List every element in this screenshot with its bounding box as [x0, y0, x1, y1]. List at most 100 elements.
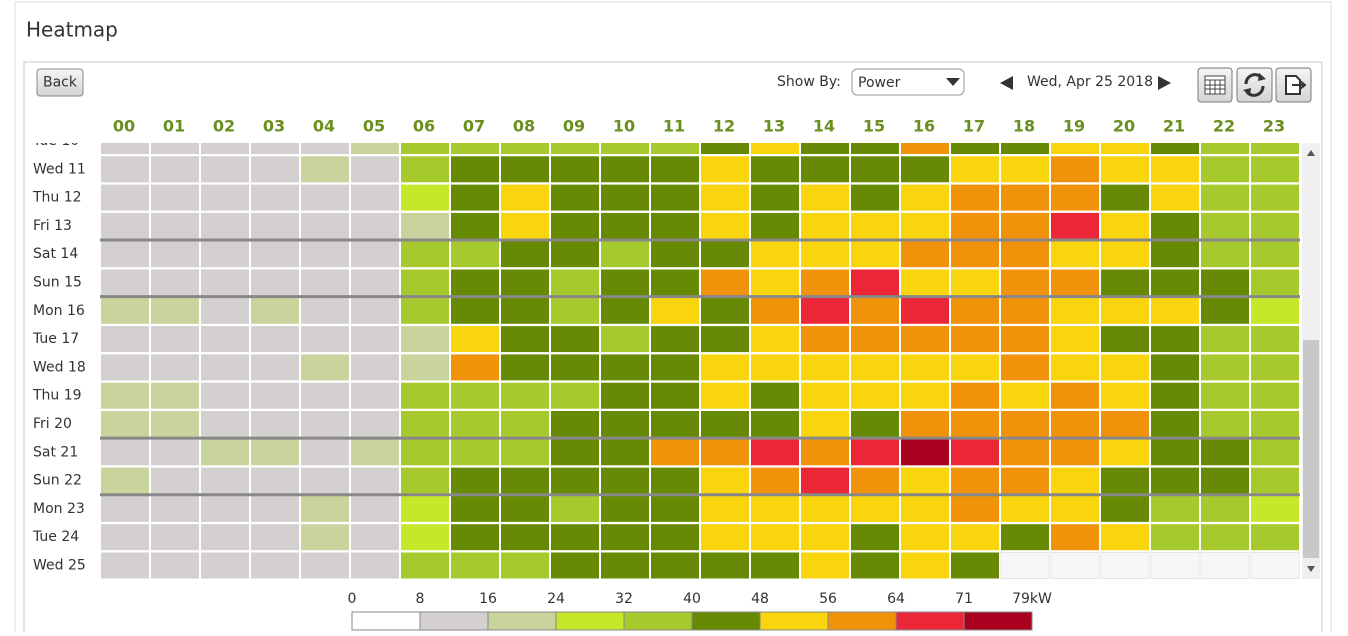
row-label: Thu 19: [32, 388, 82, 404]
heat-cell: [501, 269, 549, 296]
heat-cell: [901, 269, 949, 296]
heat-cell: [851, 297, 899, 324]
heat-cell: [501, 143, 549, 154]
heat-cell: [601, 552, 649, 579]
heat-cell: [351, 297, 399, 324]
show-by-value: Power: [858, 75, 901, 91]
heat-cell: [751, 411, 799, 437]
heat-cell: [951, 156, 999, 183]
heat-cell: [451, 411, 499, 437]
legend-tick-label: 16: [479, 591, 497, 607]
heat-cell: [1001, 212, 1049, 239]
heat-cell: [651, 495, 699, 522]
refresh-button[interactable]: [1236, 67, 1273, 103]
next-day[interactable]: [1158, 76, 1171, 90]
heat-cell: [1050, 552, 1100, 579]
heat-cell: [1051, 439, 1099, 466]
heat-cell: [551, 552, 599, 579]
heat-cell: [351, 156, 399, 183]
heat-cell: [701, 439, 749, 466]
heat-cell: [751, 382, 799, 409]
heat-cell: [1251, 467, 1299, 494]
heat-cell: [401, 156, 449, 183]
heat-cell: [451, 552, 499, 579]
heat-cell: [501, 241, 549, 268]
show-by-select[interactable]: Power: [851, 68, 965, 96]
heat-cell: [1201, 326, 1249, 353]
heat-cell: [301, 269, 349, 296]
heat-cell: [801, 439, 849, 466]
heat-cell: [401, 212, 449, 239]
heat-cell: [851, 143, 899, 154]
heat-cell: [1001, 241, 1049, 268]
heat-cell: [301, 326, 349, 353]
heat-cell: [1201, 156, 1249, 183]
heat-cell: [401, 411, 449, 437]
heat-cell: [551, 143, 599, 154]
heat-cell: [401, 495, 449, 522]
heat-cell: [351, 495, 399, 522]
heat-cell: [1001, 354, 1049, 381]
heat-cell: [1151, 269, 1199, 296]
hour-label: 19: [1063, 117, 1085, 136]
heat-cell: [1201, 212, 1249, 239]
row-label: Mon 16: [33, 303, 85, 319]
hour-label: 12: [713, 117, 735, 136]
back-button[interactable]: Back: [36, 68, 84, 97]
heat-cell: [101, 269, 149, 296]
heat-cell: [1001, 382, 1049, 409]
heat-cell: [801, 241, 849, 268]
legend-tick-label: 0: [348, 591, 357, 607]
heat-cell: [1101, 411, 1149, 437]
heat-cell: [901, 326, 949, 353]
heat-cell: [1101, 212, 1149, 239]
row-label: Sat 14: [33, 246, 78, 262]
hour-label: 02: [213, 117, 235, 136]
heat-cell: [701, 241, 749, 268]
heat-cell: [201, 212, 249, 239]
heat-cell: [201, 143, 249, 154]
heat-cell: [101, 143, 149, 154]
prev-day[interactable]: [1000, 76, 1013, 90]
heat-cell: [1151, 495, 1199, 522]
heat-cell: [1101, 156, 1149, 183]
heat-cell: [601, 241, 649, 268]
heat-cell: [801, 495, 849, 522]
heat-cell: [1101, 297, 1149, 324]
heat-cell: [901, 354, 949, 381]
heat-cell: [851, 467, 899, 494]
heat-cell: [1251, 156, 1299, 183]
heat-cell: [151, 382, 199, 409]
heat-cell: [201, 326, 249, 353]
heat-cell: [901, 156, 949, 183]
heat-cell: [801, 354, 849, 381]
heat-cell: [1201, 269, 1249, 296]
heat-cell: [701, 297, 749, 324]
legend-swatch: [691, 611, 761, 631]
heat-cell: [601, 297, 649, 324]
heat-cell: [251, 241, 299, 268]
heat-cell: [951, 354, 999, 381]
heat-cell: [701, 156, 749, 183]
heat-cell: [151, 269, 199, 296]
heat-cell: [801, 326, 849, 353]
heat-cell: [1051, 156, 1099, 183]
calendar-button[interactable]: [1197, 67, 1233, 103]
heat-cell: [1001, 411, 1049, 437]
heat-cell: [451, 326, 499, 353]
scrollbar[interactable]: [1302, 143, 1320, 579]
heat-cell: [251, 524, 299, 551]
heat-cell: [1251, 326, 1299, 353]
heat-cell: [651, 552, 699, 579]
heat-cell: [951, 411, 999, 437]
heat-cell: [251, 212, 299, 239]
export-button[interactable]: [1275, 67, 1312, 103]
heat-cell: [451, 241, 499, 268]
legend-tick-label: 71: [955, 591, 973, 607]
heat-cell: [1201, 382, 1249, 409]
heat-cell: [351, 326, 399, 353]
heat-cell: [601, 212, 649, 239]
heat-cell: [551, 297, 599, 324]
hour-label: 15: [863, 117, 885, 136]
heat-cell: [201, 354, 249, 381]
